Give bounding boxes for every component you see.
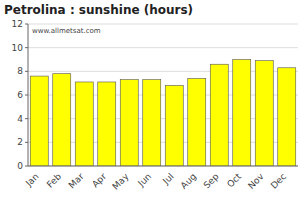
bar — [210, 64, 228, 166]
grid-line — [28, 24, 298, 25]
x-tick-label: Dec — [269, 171, 288, 190]
bar — [233, 60, 251, 167]
x-tick-label: May — [110, 171, 131, 192]
bar — [255, 61, 273, 166]
grid-line — [28, 166, 298, 167]
y-tick-label: 8 — [17, 66, 23, 76]
chart-container: Petrolina : sunshine (hours) 0 2 4 6 8 10 12 Jan… — [0, 0, 306, 200]
y-axis — [28, 24, 29, 166]
x-tick-label: Jul — [160, 171, 175, 186]
bar — [278, 68, 296, 166]
x-tick-label: Feb — [45, 171, 64, 190]
bar — [98, 82, 116, 166]
x-tick-label: Jun — [135, 171, 153, 189]
x-tick-label: Sep — [202, 171, 221, 190]
y-tick-label: 10 — [12, 43, 24, 53]
grid-line — [28, 47, 298, 48]
x-tick-label: Nov — [246, 171, 266, 191]
title: Petrolina : sunshine (hours) — [4, 3, 193, 17]
x-tick-label: Jan — [23, 171, 41, 189]
bar — [53, 74, 71, 166]
bar — [75, 82, 93, 166]
chart: Petrolina : sunshine (hours) 0 2 4 6 8 10 12 Jan… — [0, 0, 306, 200]
x-axis — [28, 166, 298, 167]
x-tick-label: Aug — [179, 171, 199, 191]
bar — [30, 76, 48, 166]
x-tick-label: Apr — [90, 171, 108, 189]
bar — [188, 78, 206, 166]
x-tick-label: Oct — [225, 171, 243, 189]
y-tick-label: 0 — [17, 161, 23, 171]
y-tick-label: 4 — [17, 114, 23, 124]
bar — [120, 80, 138, 166]
bar — [143, 80, 161, 166]
y-tick-label: 6 — [17, 90, 23, 100]
annotation: www.allmetsat.com — [32, 27, 101, 35]
x-tick-label: Mar — [67, 171, 86, 190]
y-tick-label: 2 — [17, 137, 23, 147]
bars — [30, 60, 296, 167]
y-tick-label: 12 — [12, 19, 23, 29]
bar — [165, 86, 183, 166]
grid — [28, 24, 298, 166]
